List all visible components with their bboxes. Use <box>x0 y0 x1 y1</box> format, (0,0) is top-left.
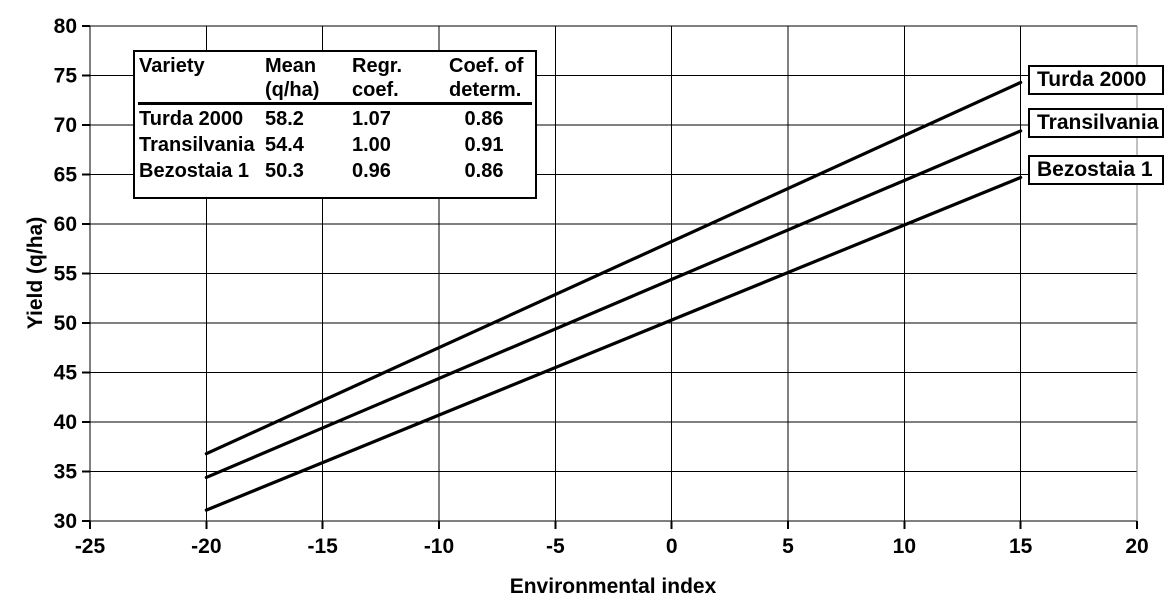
x-tick-label: 10 <box>893 535 916 558</box>
y-tick-label: 35 <box>54 461 78 484</box>
y-tick-label: 30 <box>54 510 77 533</box>
y-tick-label: 75 <box>54 65 78 88</box>
stats-row-mean: 58.2 <box>265 108 304 130</box>
stats-row-determ: 0.86 <box>464 108 504 130</box>
x-tick-label: 5 <box>782 535 794 558</box>
legend-item-transilvania: Transilvania <box>1028 108 1164 138</box>
stats-header-regr-2: coef. <box>352 78 399 101</box>
x-tick-label: 0 <box>666 535 678 558</box>
y-tick-label: 50 <box>54 312 77 335</box>
stats-header-determ-2: determ. <box>449 78 522 101</box>
y-tick-label: 55 <box>54 263 78 286</box>
stats-row-regr: 1.07 <box>352 108 391 130</box>
y-tick-label: 45 <box>54 362 78 385</box>
series-line-transilvania <box>204 129 1023 480</box>
y-tick-label: 40 <box>54 411 77 434</box>
series-line-bezostaia-1 <box>204 175 1023 512</box>
stats-row-mean: 54.4 <box>265 134 304 156</box>
y-tick-label: 65 <box>54 164 78 187</box>
x-tick-label: -10 <box>424 535 454 558</box>
stats-header-mean: Mean <box>265 54 317 77</box>
stats-row-variety: Transilvania <box>139 134 255 156</box>
x-tick-label: 20 <box>1125 535 1148 558</box>
stats-row-mean: 50.3 <box>265 160 304 182</box>
legend-label: Transilvania <box>1037 111 1159 134</box>
x-axis-title: Environmental index <box>509 575 717 598</box>
stats-header-mean-2: (q/ha) <box>265 78 320 101</box>
stats-row-variety: Bezostaia 1 <box>139 160 250 182</box>
legend-label: Turda 2000 <box>1037 68 1147 91</box>
stats-row-regr: 1.00 <box>352 134 391 156</box>
x-tick-label: -15 <box>307 535 338 558</box>
stats-row-determ: 0.91 <box>464 134 504 156</box>
stats-header-determ: Coef. of <box>449 54 524 77</box>
stats-row-determ: 0.86 <box>464 160 504 182</box>
y-tick-label: 60 <box>54 213 77 236</box>
stats-header-underline <box>138 102 532 105</box>
legend-label: Bezostaia 1 <box>1037 158 1153 181</box>
y-tick-label: 80 <box>54 15 77 38</box>
stats-row-variety: Turda 2000 <box>139 108 244 130</box>
y-axis-title: Yield (q/ha) <box>24 216 47 330</box>
stats-header-regr: Regr. <box>352 54 403 77</box>
legend-item-turda-2000: Turda 2000 <box>1028 65 1164 95</box>
x-tick-label: -20 <box>191 535 221 558</box>
stats-header-variety: Variety <box>139 54 205 77</box>
x-tick-label: -25 <box>75 535 106 558</box>
x-tick-label: 15 <box>1009 535 1033 558</box>
series-line-turda-2000 <box>204 80 1023 456</box>
x-tick-label: -5 <box>546 535 565 558</box>
stats-table: Variety Mean Regr. Coef. of (q/ha) coef.… <box>133 50 537 199</box>
stats-row-regr: 0.96 <box>352 160 391 182</box>
legend-item-bezostaia-1: Bezostaia 1 <box>1028 155 1164 185</box>
y-tick-label: 70 <box>54 114 77 137</box>
